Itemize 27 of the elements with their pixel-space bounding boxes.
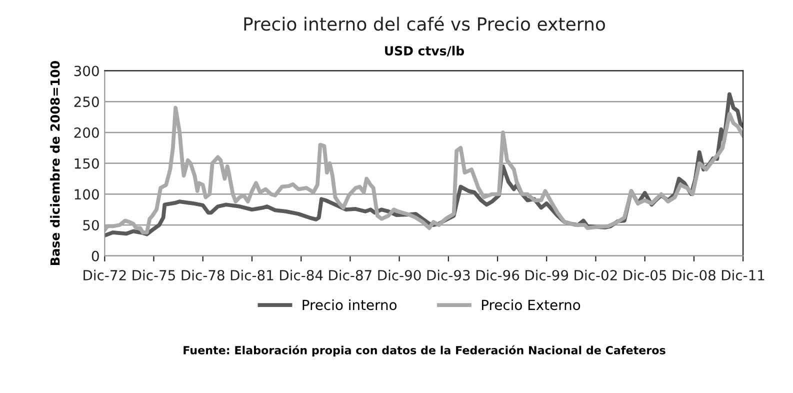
x-tick-label: Dic-02 <box>574 270 617 280</box>
y-tick-label: 0 <box>92 250 99 262</box>
legend-label: Precio Externo <box>482 299 580 310</box>
y-tick-label: 150 <box>74 158 99 169</box>
x-tick-label: Dic-81 <box>230 270 274 280</box>
y-tick-label: 50 <box>83 220 99 230</box>
x-tick-label: Dic-96 <box>476 270 520 280</box>
x-tick-label: Dic-93 <box>427 270 470 280</box>
y-axis-title: Base diciembre de 2008=100 <box>50 61 60 266</box>
legend-label: Precio interno <box>302 299 397 310</box>
x-tick-label: Dic-78 <box>182 270 224 280</box>
y-tick-label: 250 <box>74 96 99 108</box>
x-tick-label: Dic-11 <box>722 270 764 280</box>
x-tick-label: Dic-75 <box>132 270 175 280</box>
x-tick-label: Dic-84 <box>280 270 323 280</box>
chart-subtitle: USD ctvs/lb <box>385 46 464 56</box>
x-tick-label: Dic-90 <box>378 270 421 280</box>
y-tick-label: 200 <box>74 127 99 138</box>
x-tick-label: Dic-72 <box>84 270 126 280</box>
chart-title: Precio interno del café vs Precio externo <box>244 16 605 31</box>
x-tick-label: Dic-99 <box>526 270 568 280</box>
y-tick-label: 100 <box>74 189 99 200</box>
x-tick-label: Dic-87 <box>329 270 372 280</box>
x-tick-label: Dic-08 <box>672 270 716 280</box>
x-tick-label: Dic-05 <box>624 270 666 280</box>
y-tick-label: 300 <box>74 66 99 76</box>
source-note: Fuente: Elaboración propia con datos de la Federación Nacional de Cafeteros <box>184 345 666 357</box>
